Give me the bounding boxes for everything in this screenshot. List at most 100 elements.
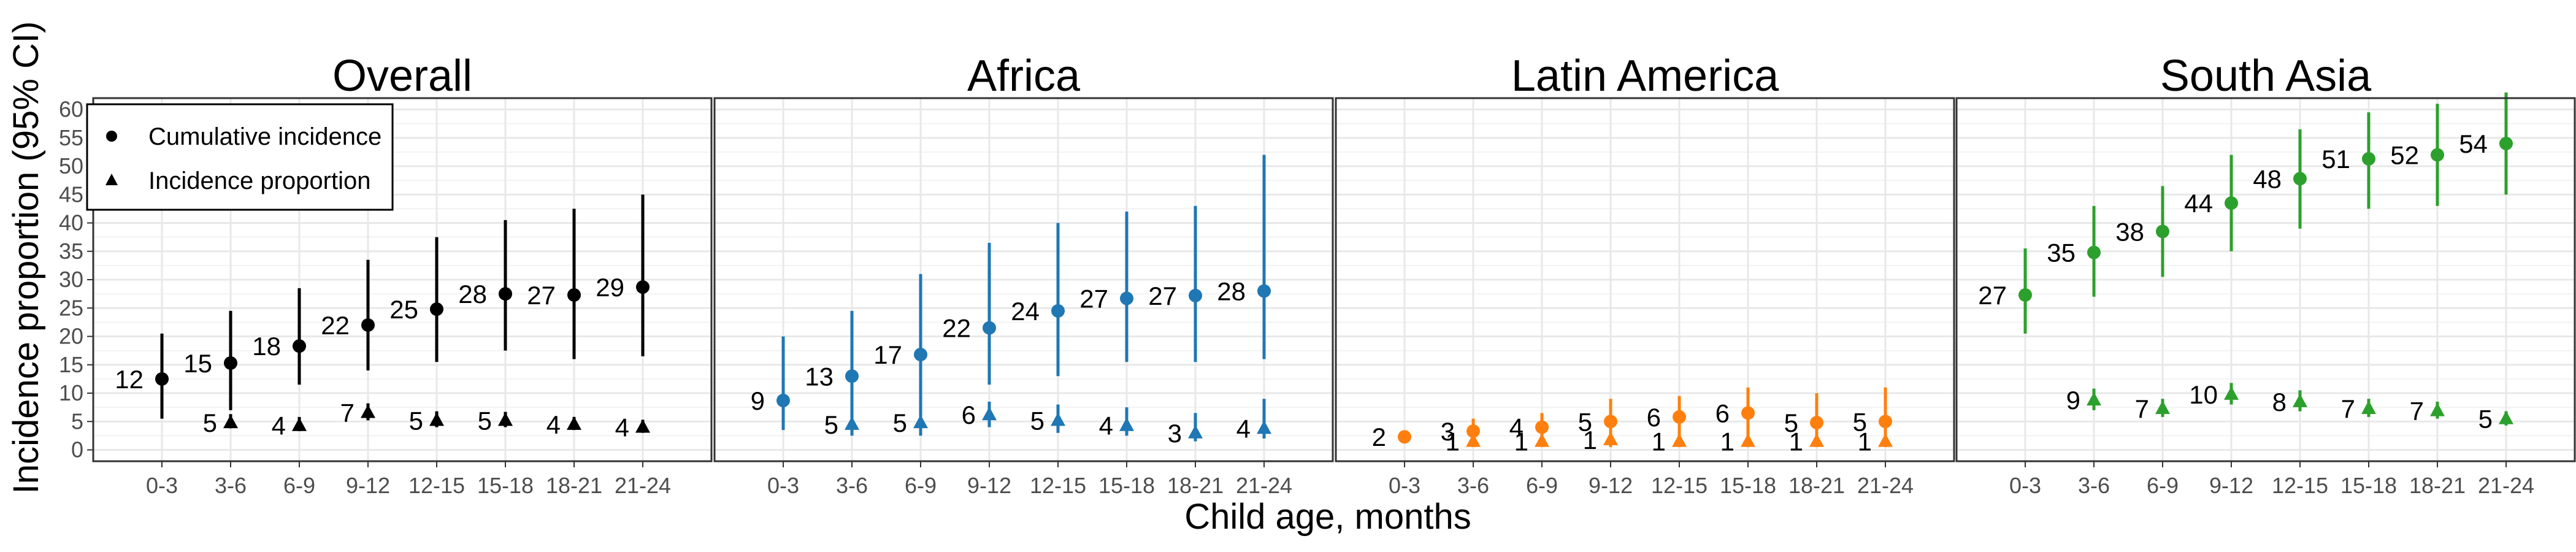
cumulative-point bbox=[499, 287, 512, 301]
cumulative-point bbox=[1604, 415, 1617, 429]
cumulative-point bbox=[1535, 420, 1549, 434]
y-tick-label: 45 bbox=[59, 182, 83, 207]
cumulative-point bbox=[1051, 304, 1065, 318]
incidence-point bbox=[2087, 392, 2101, 406]
incidence-label: 10 bbox=[2189, 380, 2218, 409]
incidence-point bbox=[1878, 433, 1893, 447]
cumulative-label: 54 bbox=[2459, 129, 2488, 158]
cumulative-label: 5 bbox=[1853, 407, 1867, 436]
incidence-point bbox=[361, 404, 375, 418]
cumulative-label: 5 bbox=[1784, 408, 1798, 437]
incidence-point bbox=[1188, 424, 1203, 439]
cumulative-label: 3 bbox=[1441, 417, 1455, 446]
incidence-point bbox=[1741, 433, 1755, 447]
incidence-point bbox=[1257, 420, 1271, 434]
incidence-label: 4 bbox=[546, 410, 561, 439]
incidence-label: 4 bbox=[1236, 414, 1251, 443]
cumulative-point bbox=[1398, 430, 1411, 444]
incidence-label: 5 bbox=[824, 410, 838, 439]
x-tick-label: 9-12 bbox=[1589, 473, 1633, 498]
x-tick-label: 18-21 bbox=[1788, 473, 1845, 498]
cumulative-point bbox=[361, 318, 375, 332]
panel-border bbox=[1335, 97, 1955, 462]
cumulative-point bbox=[1673, 410, 1686, 424]
cumulative-point bbox=[636, 280, 650, 294]
y-tick-label: 30 bbox=[59, 267, 83, 292]
x-tick-label: 9-12 bbox=[967, 473, 1011, 498]
y-tick-label: 20 bbox=[59, 324, 83, 349]
legend-key-circle bbox=[106, 131, 117, 142]
cumulative-label: 38 bbox=[2115, 217, 2144, 246]
panel-2: Latin America 0-3 3-6 6-9 9-12 12-15 15-18 18-2… bbox=[1335, 52, 1955, 498]
cumulative-label: 15 bbox=[183, 349, 212, 378]
y-tick-label: 0 bbox=[71, 437, 83, 462]
x-tick-label: 6-9 bbox=[2147, 473, 2179, 498]
panel-title: Africa bbox=[967, 52, 1081, 101]
cumulative-point bbox=[430, 302, 443, 316]
cumulative-point bbox=[1741, 406, 1755, 420]
x-tick-label: 21-24 bbox=[2478, 473, 2534, 498]
x-tick-label: 18-21 bbox=[546, 473, 602, 498]
cumulative-label: 5 bbox=[1578, 407, 1592, 436]
incidence-label: 4 bbox=[615, 413, 629, 442]
cumulative-point bbox=[2018, 288, 2032, 302]
panel-title: Overall bbox=[332, 52, 472, 101]
cumulative-label: 12 bbox=[115, 365, 144, 394]
cumulative-label: 27 bbox=[1978, 281, 2007, 310]
incidence-label: 5 bbox=[893, 408, 907, 437]
panel-0: Overall 0-3 3-6 6-9 9-12 12-15 15-18 18-21 21-24… bbox=[59, 52, 713, 498]
incidence-label: 1 bbox=[1446, 427, 1460, 456]
x-tick-label: 15-18 bbox=[1720, 473, 1776, 498]
incidence-label: 5 bbox=[203, 408, 217, 437]
cumulative-label: 4 bbox=[1509, 413, 1524, 442]
cumulative-label: 18 bbox=[252, 332, 281, 361]
x-tick-label: 3-6 bbox=[2078, 473, 2110, 498]
y-tick-label: 5 bbox=[71, 408, 83, 434]
incidence-point bbox=[845, 416, 859, 430]
incidence-point bbox=[1672, 433, 1687, 447]
cumulative-point bbox=[983, 321, 996, 335]
cumulative-point bbox=[293, 339, 306, 353]
cumulative-label: 25 bbox=[389, 295, 418, 324]
incidence-label: 7 bbox=[2410, 397, 2424, 426]
x-tick-label: 12-15 bbox=[408, 473, 465, 498]
cumulative-label: 27 bbox=[1148, 282, 1177, 310]
incidence-point bbox=[1466, 433, 1481, 447]
x-tick-label: 9-12 bbox=[2209, 473, 2253, 498]
y-tick-label: 10 bbox=[59, 380, 83, 405]
incidence-point bbox=[2155, 400, 2170, 414]
cumulative-label: 22 bbox=[942, 314, 971, 343]
y-tick-label: 60 bbox=[59, 97, 83, 122]
incidence-label: 1 bbox=[1789, 427, 1803, 456]
legend-label: Cumulative incidence bbox=[148, 123, 381, 150]
incidence-label: 1 bbox=[1583, 426, 1597, 454]
x-tick-label: 21-24 bbox=[615, 473, 671, 498]
cumulative-label: 24 bbox=[1011, 297, 1040, 326]
x-tick-label: 21-24 bbox=[1236, 473, 1292, 498]
panel-title: Latin America bbox=[1511, 52, 1779, 101]
incidence-point bbox=[982, 407, 997, 421]
incidence-point bbox=[913, 415, 928, 429]
legend-key-triangle bbox=[105, 174, 118, 185]
cumulative-point bbox=[2431, 148, 2444, 162]
y-tick-label: 35 bbox=[59, 239, 83, 264]
incidence-label: 1 bbox=[1858, 427, 1872, 456]
panel-border bbox=[1955, 97, 2576, 462]
x-tick-label: 6-9 bbox=[905, 473, 937, 498]
cumulative-point bbox=[224, 356, 237, 370]
x-tick-label: 6-9 bbox=[283, 473, 315, 498]
cumulative-label: 35 bbox=[2047, 239, 2076, 267]
cumulative-label: 48 bbox=[2253, 164, 2282, 193]
x-tick-label: 18-21 bbox=[1167, 473, 1224, 498]
incidence-label: 8 bbox=[2272, 388, 2287, 416]
legend-label: Incidence proportion bbox=[148, 167, 370, 194]
cumulative-label: 6 bbox=[1715, 399, 1730, 427]
cumulative-label: 51 bbox=[2321, 145, 2350, 174]
y-tick-label: 40 bbox=[59, 210, 83, 236]
cumulative-point bbox=[2499, 137, 2513, 150]
cumulative-point bbox=[1189, 288, 1202, 302]
cumulative-label: 27 bbox=[527, 281, 556, 310]
x-tick-label: 15-18 bbox=[477, 473, 534, 498]
incidence-label: 5 bbox=[478, 406, 492, 435]
panel-border bbox=[92, 97, 713, 462]
